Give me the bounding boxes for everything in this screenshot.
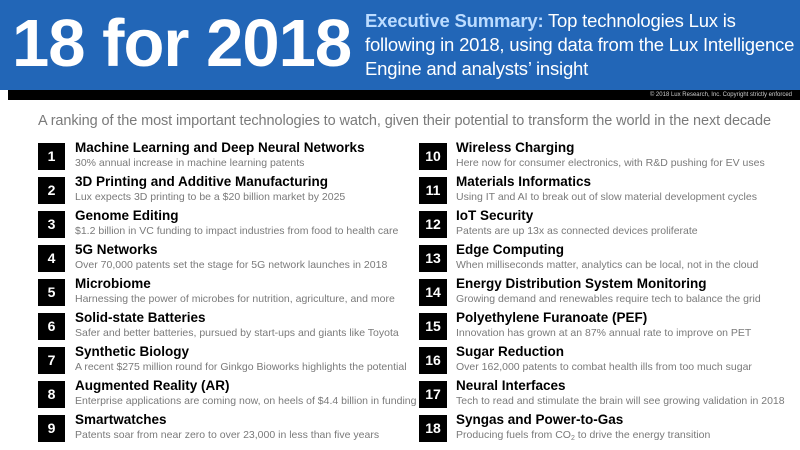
item-description: Patents soar from near zero to over 23,0… (75, 429, 380, 441)
list-item: 2 3D Printing and Additive Manufacturing… (38, 174, 398, 208)
item-description: Here now for consumer electronics, with … (456, 157, 765, 169)
item-title: Smartwatches (75, 412, 167, 427)
item-description: When milliseconds matter, analytics can … (456, 259, 759, 271)
rank-number: 16 (419, 347, 447, 374)
list-item: 12 IoT Security Patents are up 13x as co… (419, 208, 794, 242)
list-item: 6 Solid-state Batteries Safer and better… (38, 310, 399, 344)
item-description: Growing demand and renewables require te… (456, 293, 761, 305)
rank-number: 9 (38, 415, 65, 442)
header-banner: 18 for 2018 Executive Summary: Top techn… (0, 0, 800, 90)
list-item: 7 Synthetic Biology A recent $275 millio… (38, 344, 407, 378)
ranking-column-left: 1 Machine Learning and Deep Neural Netwo… (38, 140, 416, 446)
list-item: 14 Energy Distribution System Monitoring… (419, 276, 794, 310)
rank-number: 4 (38, 245, 65, 272)
item-title: 5G Networks (75, 242, 158, 257)
copyright-bar (8, 90, 800, 100)
rank-number: 18 (419, 415, 447, 442)
executive-summary: Executive Summary: Top technologies Lux … (365, 9, 795, 81)
item-title: Wireless Charging (456, 140, 575, 155)
rank-number: 7 (38, 347, 65, 374)
rank-number: 15 (419, 313, 447, 340)
item-title: Energy Distribution System Monitoring (456, 276, 707, 291)
item-description: A recent $275 million round for Ginkgo B… (75, 361, 407, 373)
item-description: Enterprise applications are coming now, … (75, 395, 417, 407)
rank-number: 1 (38, 143, 65, 170)
rank-number: 12 (419, 211, 447, 238)
item-description: $1.2 billion in VC funding to impact ind… (75, 225, 399, 237)
item-title: Machine Learning and Deep Neural Network… (75, 140, 365, 155)
list-item: 5 Microbiome Harnessing the power of mic… (38, 276, 398, 310)
item-description: 30% annual increase in machine learning … (75, 157, 305, 169)
list-item: 11 Materials Informatics Using IT and AI… (419, 174, 794, 208)
item-description: Harnessing the power of microbes for nut… (75, 293, 395, 305)
summary-label: Executive Summary: (365, 10, 544, 31)
list-item: 3 Genome Editing $1.2 billion in VC fund… (38, 208, 398, 242)
item-title: Neural Interfaces (456, 378, 566, 393)
copyright-notice: © 2018 Lux Research, Inc. Copyright stri… (649, 92, 792, 98)
item-title: Edge Computing (456, 242, 564, 257)
ranking-column-right: 10 Wireless Charging Here now for consum… (419, 140, 794, 446)
item-title: Augmented Reality (AR) (75, 378, 230, 393)
rank-number: 3 (38, 211, 65, 238)
item-title: Sugar Reduction (456, 344, 565, 359)
rank-number: 13 (419, 245, 447, 272)
item-description: Safer and better batteries, pursued by s… (75, 327, 399, 339)
page-title: 18 for 2018 (12, 6, 352, 81)
rank-number: 14 (419, 279, 447, 306)
item-title: 3D Printing and Additive Manufacturing (75, 174, 329, 189)
item-description: Using IT and AI to break out of slow mat… (456, 191, 757, 203)
item-title: Polyethylene Furanoate (PEF) (456, 310, 648, 325)
item-description: Patents are up 13x as connected devices … (456, 225, 698, 237)
subtitle: A ranking of the most important technolo… (38, 113, 771, 129)
item-title: Genome Editing (75, 208, 179, 223)
item-title: Microbiome (75, 276, 151, 291)
item-title: Solid-state Batteries (75, 310, 206, 325)
rank-number: 10 (419, 143, 447, 170)
item-description: Producing fuels from CO2 to drive the en… (456, 428, 710, 446)
item-description: Tech to read and stimulate the brain wil… (456, 395, 785, 407)
item-description: Innovation has grown at an 87% annual ra… (456, 327, 752, 339)
list-item: 4 5G Networks Over 70,000 patents set th… (38, 242, 398, 276)
item-description: Over 162,000 patents to combat health il… (456, 361, 752, 373)
rank-number: 8 (38, 381, 65, 408)
list-item: 17 Neural Interfaces Tech to read and st… (419, 378, 794, 412)
item-description: Lux expects 3D printing to be a $20 bill… (75, 191, 346, 203)
item-title: Synthetic Biology (75, 344, 190, 359)
rank-number: 2 (38, 177, 65, 204)
rank-number: 11 (419, 177, 447, 204)
list-item: 8 Augmented Reality (AR) Enterprise appl… (38, 378, 416, 412)
item-description: Over 70,000 patents set the stage for 5G… (75, 259, 388, 271)
list-item: 9 Smartwatches Patents soar from near ze… (38, 412, 398, 446)
list-item: 10 Wireless Charging Here now for consum… (419, 140, 794, 174)
description-text: to drive the energy transition (574, 429, 711, 441)
rank-number: 5 (38, 279, 65, 306)
list-item: 13 Edge Computing When milliseconds matt… (419, 242, 794, 276)
summary-text: Top technologies Lux is following in 201… (365, 10, 795, 79)
subscript-2: 2 (570, 435, 575, 442)
list-item: 1 Machine Learning and Deep Neural Netwo… (38, 140, 398, 174)
list-item: 15 Polyethylene Furanoate (PEF) Innovati… (419, 310, 794, 344)
list-item: 16 Sugar Reduction Over 162,000 patents … (419, 344, 794, 378)
rank-number: 6 (38, 313, 65, 340)
rank-number: 17 (419, 381, 447, 408)
description-text: Producing fuels from CO (456, 429, 571, 441)
item-title: Materials Informatics (456, 174, 592, 189)
item-title: Syngas and Power-to-Gas (456, 412, 624, 427)
list-item: 18 Syngas and Power-to-Gas Producing fue… (419, 412, 794, 446)
item-title: IoT Security (456, 208, 534, 223)
